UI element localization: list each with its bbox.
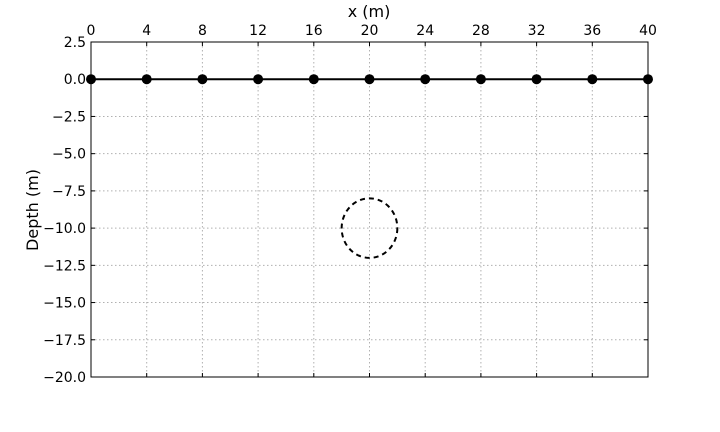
y-tick-label: −5.0	[52, 147, 86, 163]
y-tick-label: −10.0	[43, 221, 86, 237]
x-tick-label: 40	[639, 23, 657, 39]
data-point	[197, 74, 208, 85]
y-tick-label: −20.0	[43, 370, 86, 386]
data-point	[531, 74, 542, 85]
y-tick-label: 2.5	[64, 35, 86, 51]
data-point	[420, 74, 431, 85]
x-tick-label: 12	[249, 23, 267, 39]
data-point	[364, 74, 375, 85]
x-tick-label: 4	[142, 23, 151, 39]
data-point	[86, 74, 96, 85]
x-axis-label: x (m)	[348, 2, 391, 21]
y-tick-label: 0.0	[64, 72, 86, 88]
y-axis-label: Depth (m)	[23, 169, 42, 251]
y-tick-label: −15.0	[43, 296, 86, 312]
x-tick-label: 20	[361, 23, 379, 39]
data-point	[643, 74, 653, 85]
data-point	[253, 74, 264, 85]
data-point	[587, 74, 598, 85]
data-point	[475, 74, 486, 85]
x-ticks: 0 4 8 12 16 20 24 28 32 36 40	[87, 23, 657, 377]
x-tick-label: 32	[528, 23, 546, 39]
x-tick-label: 8	[198, 23, 207, 39]
x-tick-label: 36	[583, 23, 601, 39]
data-point	[308, 74, 319, 85]
y-tick-label: −2.5	[52, 109, 86, 125]
x-tick-label: 16	[305, 23, 323, 39]
y-tick-label: −12.5	[43, 258, 86, 274]
y-tick-label: −7.5	[52, 184, 86, 200]
x-tick-label: 28	[472, 23, 490, 39]
grid	[90, 41, 649, 378]
data-point	[141, 74, 152, 85]
series	[86, 74, 653, 85]
target-circle	[340, 197, 399, 259]
annotations	[340, 197, 399, 259]
y-ticks: 2.5 0.0 −2.5 −5.0 −7.5 −10.0 −12.5 −15.0 −17.5 −2…	[43, 35, 648, 386]
x-tick-label: 24	[416, 23, 434, 39]
y-tick-label: −17.5	[43, 333, 86, 349]
x-tick-label: 0	[87, 23, 96, 39]
